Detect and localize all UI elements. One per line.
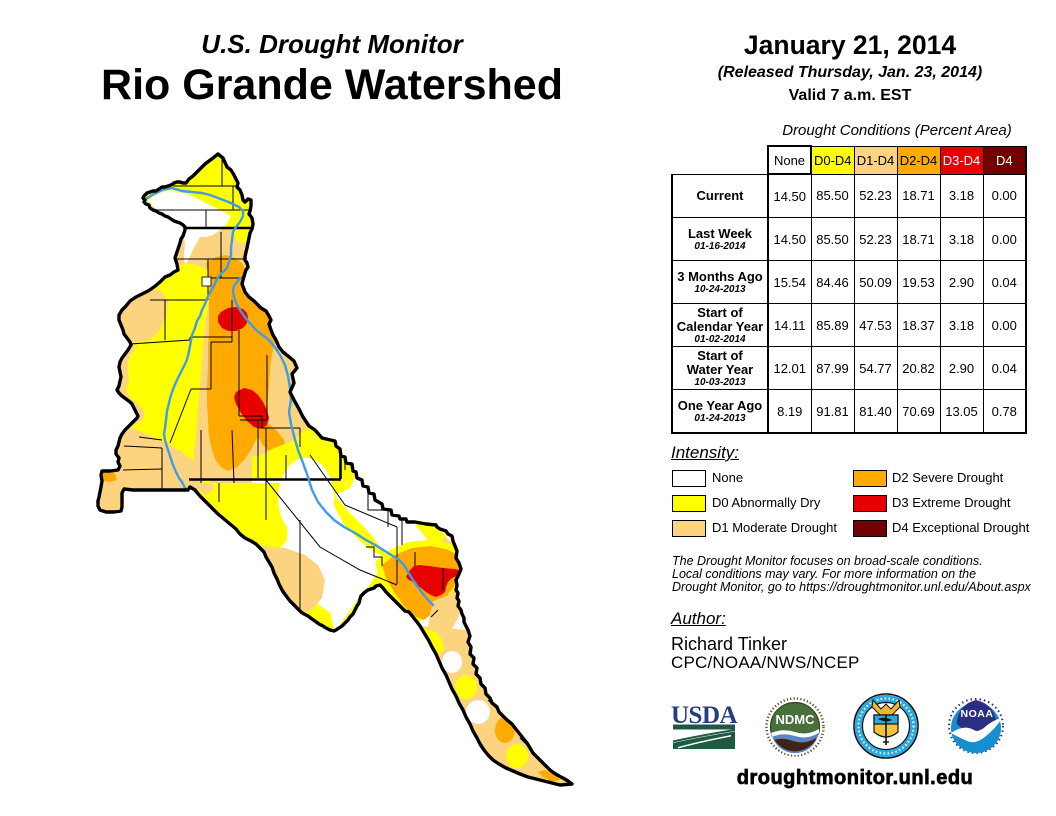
svg-text:NDMC: NDMC — [776, 712, 816, 727]
svg-text:NOAA: NOAA — [961, 708, 994, 720]
